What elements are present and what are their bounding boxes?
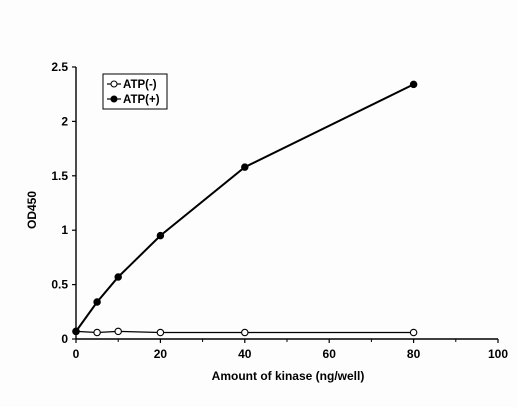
y-tick-label: 1.5 xyxy=(51,169,68,183)
y-tick-label: 1 xyxy=(61,223,68,237)
x-axis-title: Amount of kinase (ng/well) xyxy=(212,369,365,383)
data-point-open xyxy=(93,328,101,337)
data-point-open xyxy=(156,328,165,337)
data-point-filled xyxy=(241,163,249,171)
series-line-1 xyxy=(75,83,415,332)
data-point-open xyxy=(241,328,249,337)
data-point-filled xyxy=(114,273,122,281)
legend-marker-open xyxy=(110,80,118,88)
y-tick-label: 0 xyxy=(61,332,68,346)
data-point-filled xyxy=(93,298,101,306)
data-point-filled xyxy=(156,231,165,240)
x-tick-label: 80 xyxy=(407,347,421,361)
x-tick-label: 40 xyxy=(238,347,252,361)
legend: ATP(-) ATP(+) xyxy=(102,73,168,110)
data-point-filled xyxy=(409,80,418,89)
data-point-open xyxy=(409,328,418,337)
data-point-filled xyxy=(72,327,80,336)
y-tick-label: 2 xyxy=(61,114,68,128)
x-tick-label: 100 xyxy=(488,347,508,361)
data-point-open xyxy=(114,327,122,336)
x-tick-label: 0 xyxy=(73,347,80,361)
legend-label: ATP(+) xyxy=(123,94,160,106)
y-tick-label: 2.5 xyxy=(51,60,68,74)
legend-marker-filled xyxy=(110,95,118,103)
y-tick-label: 0.5 xyxy=(51,278,68,292)
y-axis-title: OD450 xyxy=(25,191,39,229)
x-tick-label: 60 xyxy=(323,347,337,361)
legend-box xyxy=(102,73,168,110)
axes: 0 20 40 60 80 100 0 0.5 1 1.5 2 2.5 xyxy=(51,60,508,361)
series xyxy=(72,80,418,337)
legend-label: ATP(-) xyxy=(123,79,157,91)
x-tick-label: 20 xyxy=(154,347,168,361)
